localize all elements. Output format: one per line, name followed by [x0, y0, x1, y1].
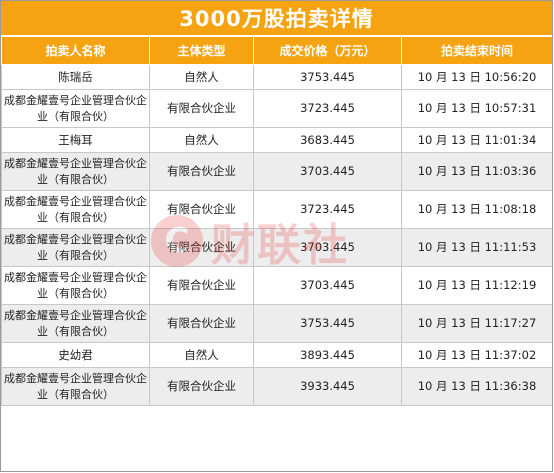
- cell-bidder-name: 成都金耀壹号企业管理合伙企业（有限合伙）: [1, 152, 150, 191]
- cell-entity-type: 自然人: [149, 342, 254, 368]
- auction-table: 拍卖人名称 主体类型 成交价格（万元） 拍卖结束时间 陈瑞岳 自然人 3753.…: [1, 36, 552, 406]
- cell-end-time: 10 月 13 日 11:37:02: [401, 342, 552, 368]
- header-end-time: 拍卖结束时间: [401, 36, 552, 65]
- cell-price: 3703.445: [253, 228, 402, 267]
- table-title: 3000万股拍卖详情: [1, 1, 552, 36]
- cell-end-time: 10 月 13 日 10:56:20: [401, 64, 552, 90]
- cell-end-time: 10 月 13 日 11:11:53: [401, 228, 552, 267]
- cell-price: 3933.445: [253, 367, 402, 406]
- bidder-name-text: 成都金耀壹号企业管理合伙企业（有限合伙）: [4, 232, 147, 262]
- cell-end-time: 10 月 13 日 11:01:34: [401, 127, 552, 153]
- cell-end-time: 10 月 13 日 11:08:18: [401, 190, 552, 229]
- header-entity-type: 主体类型: [149, 36, 254, 65]
- bidder-name-text: 成都金耀壹号企业管理合伙企业（有限合伙）: [4, 194, 147, 224]
- cell-price: 3753.445: [253, 64, 402, 90]
- cell-end-time: 10 月 13 日 11:12:19: [401, 266, 552, 305]
- bidder-name-text: 成都金耀壹号企业管理合伙企业（有限合伙）: [4, 156, 147, 186]
- cell-price: 3703.445: [253, 266, 402, 305]
- cell-entity-type: 自然人: [149, 64, 254, 90]
- table-row: 成都金耀壹号企业管理合伙企业（有限合伙） 有限合伙企业 3703.445 10 …: [1, 266, 552, 305]
- cell-bidder-name: 成都金耀壹号企业管理合伙企业（有限合伙）: [1, 304, 150, 343]
- cell-bidder-name: 陈瑞岳: [1, 64, 150, 90]
- header-row: 拍卖人名称 主体类型 成交价格（万元） 拍卖结束时间: [1, 36, 552, 65]
- bidder-name-text: 成都金耀壹号企业管理合伙企业（有限合伙）: [4, 371, 147, 401]
- cell-bidder-name: 王梅耳: [1, 127, 150, 153]
- bidder-name-text: 成都金耀壹号企业管理合伙企业（有限合伙）: [4, 308, 147, 338]
- cell-entity-type: 有限合伙企业: [149, 266, 254, 305]
- cell-price: 3683.445: [253, 127, 402, 153]
- cell-entity-type: 自然人: [149, 127, 254, 153]
- cell-bidder-name: 成都金耀壹号企业管理合伙企业（有限合伙）: [1, 266, 150, 305]
- cell-bidder-name: 成都金耀壹号企业管理合伙企业（有限合伙）: [1, 89, 150, 128]
- table-row: 成都金耀壹号企业管理合伙企业（有限合伙） 有限合伙企业 3723.445 10 …: [1, 190, 552, 229]
- cell-price: 3723.445: [253, 89, 402, 128]
- cell-bidder-name: 成都金耀壹号企业管理合伙企业（有限合伙）: [1, 190, 150, 229]
- table-row: 成都金耀壹号企业管理合伙企业（有限合伙） 有限合伙企业 3933.445 10 …: [1, 367, 552, 406]
- cell-entity-type: 有限合伙企业: [149, 228, 254, 267]
- cell-price: 3703.445: [253, 152, 402, 191]
- cell-end-time: 10 月 13 日 11:17:27: [401, 304, 552, 343]
- table-row: 成都金耀壹号企业管理合伙企业（有限合伙） 有限合伙企业 3753.445 10 …: [1, 304, 552, 343]
- cell-entity-type: 有限合伙企业: [149, 367, 254, 406]
- table-row: 成都金耀壹号企业管理合伙企业（有限合伙） 有限合伙企业 3703.445 10 …: [1, 228, 552, 267]
- cell-entity-type: 有限合伙企业: [149, 89, 254, 128]
- cell-price: 3893.445: [253, 342, 402, 368]
- table-row: 王梅耳 自然人 3683.445 10 月 13 日 11:01:34: [1, 127, 552, 153]
- cell-price: 3723.445: [253, 190, 402, 229]
- bidder-name-text: 成都金耀壹号企业管理合伙企业（有限合伙）: [4, 93, 147, 123]
- header-bidder-name: 拍卖人名称: [1, 36, 150, 65]
- cell-end-time: 10 月 13 日 11:03:36: [401, 152, 552, 191]
- cell-bidder-name: 成都金耀壹号企业管理合伙企业（有限合伙）: [1, 367, 150, 406]
- cell-entity-type: 有限合伙企业: [149, 304, 254, 343]
- cell-entity-type: 有限合伙企业: [149, 190, 254, 229]
- table-row: 陈瑞岳 自然人 3753.445 10 月 13 日 10:56:20: [1, 64, 552, 90]
- cell-end-time: 10 月 13 日 11:36:38: [401, 367, 552, 406]
- cell-bidder-name: 成都金耀壹号企业管理合伙企业（有限合伙）: [1, 228, 150, 267]
- header-price: 成交价格（万元）: [253, 36, 402, 65]
- cell-bidder-name: 史幼君: [1, 342, 150, 368]
- cell-end-time: 10 月 13 日 10:57:31: [401, 89, 552, 128]
- bidder-name-text: 成都金耀壹号企业管理合伙企业（有限合伙）: [4, 270, 147, 300]
- table-row: 史幼君 自然人 3893.445 10 月 13 日 11:37:02: [1, 342, 552, 368]
- table-row: 成都金耀壹号企业管理合伙企业（有限合伙） 有限合伙企业 3703.445 10 …: [1, 152, 552, 191]
- cell-price: 3753.445: [253, 304, 402, 343]
- cell-entity-type: 有限合伙企业: [149, 152, 254, 191]
- table-row: 成都金耀壹号企业管理合伙企业（有限合伙） 有限合伙企业 3723.445 10 …: [1, 89, 552, 128]
